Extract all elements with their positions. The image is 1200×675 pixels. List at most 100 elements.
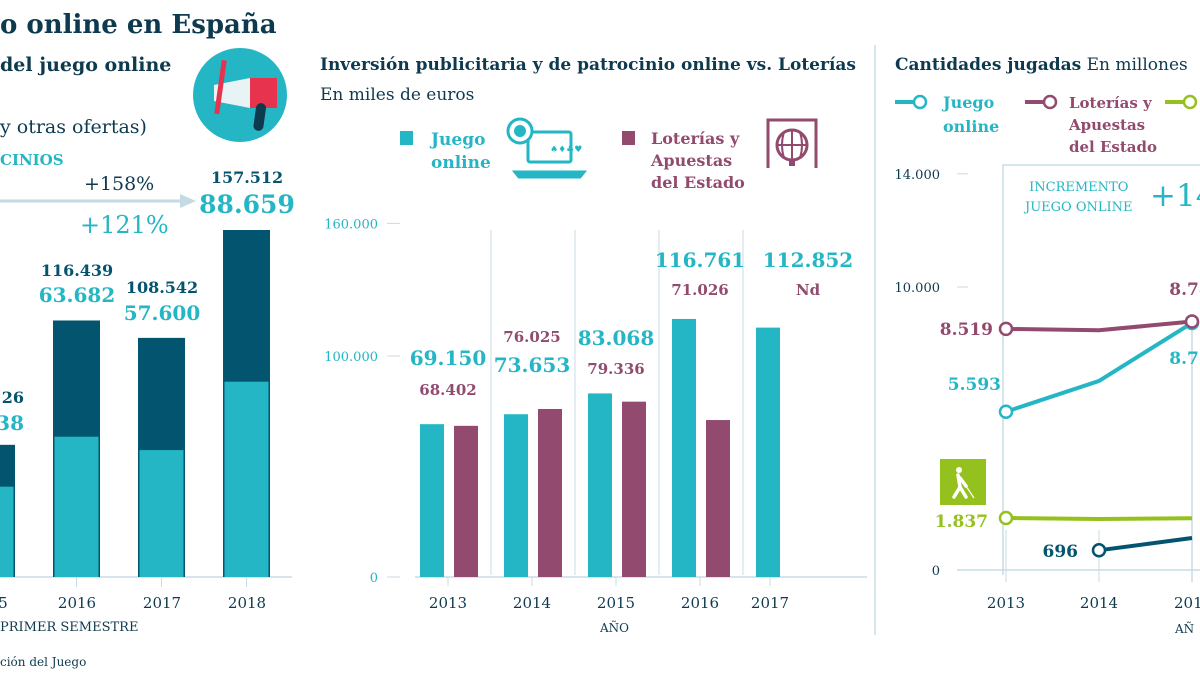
source-note: ción del Juego (0, 655, 87, 669)
legend-marker-loterias (1042, 94, 1058, 110)
bar-juego (139, 450, 184, 577)
data-label-total: 26 (2, 388, 24, 407)
data-label-loterias: 71.026 (671, 281, 728, 299)
legend-line: online (431, 153, 491, 173)
series-start-marker (998, 321, 1014, 337)
legend-line: Apuestas (1069, 116, 1146, 134)
legend-swatch-juego (400, 131, 413, 145)
laptop-casino-icon: ♠♦♣♥ (506, 117, 588, 179)
x-tick-label: 2013 (987, 594, 1025, 612)
legend-swatch-loterias (622, 131, 635, 145)
right-legend-markers (895, 94, 1198, 110)
x-tick-label: 2018 (228, 594, 266, 612)
bar-juego (224, 381, 269, 577)
x-tick-label: 2014 (513, 594, 551, 612)
bar-juego (756, 327, 780, 577)
right-title-bold: Cantidades jugadas (895, 55, 1082, 75)
x-tick-label: 5 (0, 594, 8, 612)
legend-line: Loterías y (1069, 94, 1152, 112)
data-label-loterias: Nd (796, 281, 821, 299)
growth-total-label: +158% (84, 173, 155, 195)
legend-line: del Estado (651, 173, 745, 192)
legend-line: online (943, 117, 1000, 136)
data-label-juego: 63.682 (39, 283, 116, 307)
bar-juego (0, 486, 14, 577)
legend-line: Juego (431, 130, 486, 150)
bar-juego (504, 414, 528, 577)
x-tick-label: 2016 (58, 594, 96, 612)
right-legend-juego: Juego online (943, 91, 999, 139)
series-line (1005, 319, 1193, 333)
x-tick-label: 2017 (751, 594, 789, 612)
series-line (1005, 321, 1194, 414)
increment-line: INCREMENTO (1029, 180, 1129, 195)
legend-loterias: Loterías y Apuestas del Estado (651, 128, 745, 194)
series-start-marker (1091, 543, 1107, 558)
bar-juego (588, 393, 612, 577)
megaphone-icon (193, 48, 287, 142)
left-series-label: CINIOS (0, 151, 64, 169)
data-label: 8.519 (940, 320, 993, 340)
data-label-loterias: 68.402 (419, 381, 476, 399)
data-label: 8.73 (1169, 349, 1200, 369)
series-line (1005, 516, 1193, 522)
legend-line: Apuestas (651, 151, 733, 170)
bar-loterias (706, 420, 730, 577)
data-label-juego: 116.761 (655, 248, 745, 272)
data-label-juego: 38 (0, 411, 24, 435)
data-label-juego: 73.653 (494, 353, 571, 377)
growth-arrow (0, 194, 196, 208)
middle-subtitle: En miles de euros (320, 85, 475, 105)
bar-loterias (538, 408, 562, 577)
increment-box (1002, 164, 1200, 575)
increment-line: JUEGO ONLINE (1025, 200, 1133, 215)
y-tick-label: 10.000 (895, 281, 941, 296)
once-walking-cane-icon (940, 459, 986, 505)
left-note: PRIMER SEMESTRE (0, 620, 139, 635)
data-label-total: 157.512 (211, 168, 283, 187)
series-line (1098, 536, 1193, 553)
middle-title: Inversión publicitaria y de patrocinio o… (320, 55, 856, 75)
svg-text:♠♦♣♥: ♠♦♣♥ (550, 145, 582, 155)
data-label-total: 108.542 (126, 278, 198, 297)
data-label-juego: 57.600 (124, 301, 201, 325)
bar-juego (54, 436, 99, 577)
y-tick-label: 160.000 (324, 217, 378, 232)
data-label-juego: 88.659 (199, 190, 295, 219)
increment-value: +14 (1150, 178, 1200, 214)
data-label-loterias: 79.336 (587, 360, 644, 378)
legend-marker-green (1182, 94, 1198, 110)
legend-line: Juego (943, 93, 995, 112)
legend-line: del Estado (1069, 138, 1157, 156)
right-legend-loterias: Loterías y Apuestas del Estado (1069, 92, 1157, 158)
main-title: o online en España (0, 10, 277, 40)
y-tick-label: 0 (932, 564, 940, 579)
x-tick-label: 2017 (143, 594, 181, 612)
legend-line: Loterías y (651, 129, 740, 148)
x-tick-label: 201 (1174, 594, 1200, 612)
data-label-juego: 83.068 (578, 326, 655, 350)
data-label-loterias: 76.025 (503, 328, 560, 346)
data-label: 8.78 (1169, 280, 1200, 300)
x-tick-label: 2015 (597, 594, 635, 612)
data-label-juego: 112.852 (763, 248, 853, 272)
left-subtitle-2: y otras ofertas) (0, 116, 147, 138)
x-tick-label: 2016 (681, 594, 719, 612)
bar-loterias (454, 425, 478, 577)
data-label-total: 116.439 (41, 261, 113, 280)
data-label: 5.593 (948, 375, 1001, 395)
loterias-logo-icon (766, 118, 818, 168)
right-title-unit: En millones (1081, 55, 1188, 75)
left-subtitle: del juego online (0, 54, 172, 76)
x-tick-label: 2013 (429, 594, 467, 612)
increment-label: INCREMENTO JUEGO ONLINE (1025, 178, 1133, 218)
y-tick-label: 100.000 (324, 350, 378, 365)
data-label: 1.837 (935, 512, 988, 532)
bar-juego (420, 424, 444, 577)
growth-juego-label: +121% (80, 211, 169, 239)
legend-juego: Juego online (431, 129, 491, 175)
right-title: Cantidades jugadas En millones (895, 55, 1188, 75)
legend-marker-juego (912, 94, 928, 110)
series-start-marker (998, 404, 1014, 419)
